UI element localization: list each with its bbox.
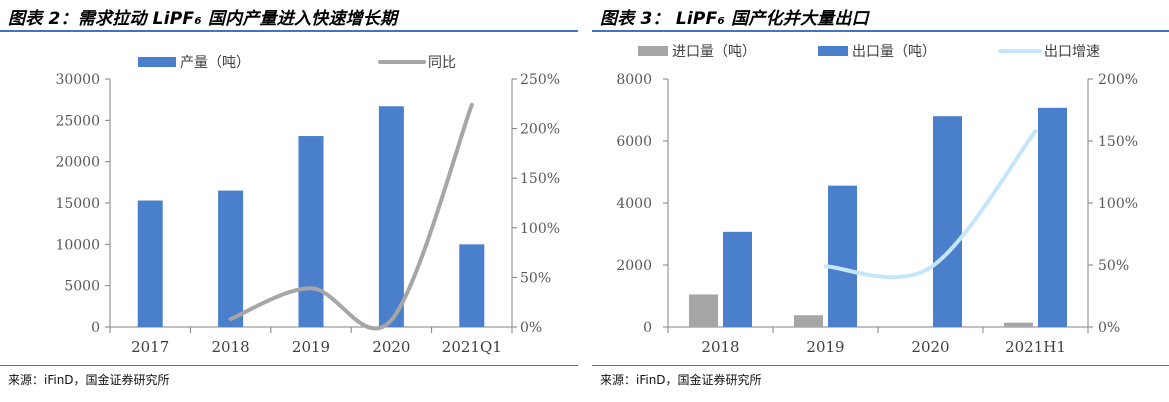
figure-2-panel: 图表 2：需求拉动 LiPF₆ 国内产量进入快速增长期 0 5000 10000 15… <box>0 0 578 402</box>
bar <box>298 136 324 327</box>
legend-label: 产量（吨） <box>180 55 250 71</box>
x-tick-label: 2017 <box>131 338 169 356</box>
y-left-tick-label: 8000 <box>616 72 652 88</box>
y-right-tick-label: 50% <box>1098 258 1129 274</box>
y-left-tick-label: 20000 <box>55 155 100 171</box>
y-left-tick-label: 10000 <box>55 237 100 253</box>
bar <box>828 185 857 327</box>
y-left-tick-label: 30000 <box>55 72 100 88</box>
bar <box>689 294 718 327</box>
y-right-tick-label: 0% <box>520 320 542 336</box>
x-tick-label: 2021H1 <box>1005 338 1066 356</box>
y-left-tick-label: 0 <box>91 320 100 336</box>
figure-2-title: 图表 2：需求拉动 LiPF₆ 国内产量进入快速增长期 <box>8 9 398 29</box>
y-right-tick-label: 150% <box>1098 134 1138 150</box>
y-right-tick-label: 200% <box>520 122 560 138</box>
y-left-tick-label: 0 <box>643 320 652 336</box>
figure-3-source: 来源：iFinD，国金证券研究所 <box>600 373 762 387</box>
series-line <box>228 102 474 331</box>
bar <box>218 190 244 327</box>
figure-3-panel: 图表 3： LiPF₆ 国产化并大量出口 0 2000 4000 6000 8000 0%… <box>592 0 1169 402</box>
figure-2-source: 来源：iFinD，国金证券研究所 <box>8 373 170 387</box>
figure-3-title: 图表 3： LiPF₆ 国产化并大量出口 <box>600 9 869 29</box>
x-tick-label: 2020 <box>372 338 410 356</box>
figure-2-source-rule <box>0 365 578 366</box>
y-right-tick-label: 250% <box>520 72 560 88</box>
legend-label: 出口增速 <box>1044 44 1100 60</box>
y-left-tick-label: 15000 <box>55 196 100 212</box>
figure-2-chart: 0 5000 10000 15000 20000 25000 30000 0% 50% 100% 1… <box>55 55 560 356</box>
y-left-tick-label: 2000 <box>616 258 652 274</box>
legend-swatch <box>138 57 176 67</box>
bar <box>1038 107 1067 327</box>
figure-2-title-rule <box>0 30 578 32</box>
bar <box>1004 322 1033 327</box>
y-right-tick-label: 150% <box>520 171 560 187</box>
figure-3-chart: 0 2000 4000 6000 8000 0% 50% 100% 150% 200% 2018 20… <box>616 44 1138 356</box>
y-right-tick-label: 100% <box>520 221 560 237</box>
legend-swatch <box>638 46 668 56</box>
x-tick-label: 2019 <box>806 338 844 356</box>
series-line <box>823 129 1038 280</box>
legend-swatch <box>818 46 848 56</box>
y-left-tick-label: 5000 <box>64 279 100 295</box>
x-tick-label: 2021Q1 <box>442 338 502 356</box>
y-left-tick-label: 25000 <box>55 113 100 129</box>
figure-3-source-rule <box>592 365 1169 366</box>
bar <box>459 244 485 327</box>
x-tick-label: 2018 <box>701 338 739 356</box>
bar <box>933 116 962 327</box>
y-right-tick-label: 0% <box>1098 320 1120 336</box>
legend-label: 进口量（吨） <box>672 44 756 60</box>
x-tick-label: 2020 <box>911 338 949 356</box>
y-left-tick-label: 6000 <box>616 134 652 150</box>
legend-label: 同比 <box>428 55 456 71</box>
x-tick-label: 2018 <box>212 338 250 356</box>
bar <box>137 200 163 327</box>
figure-3-title-rule <box>592 30 1169 32</box>
y-right-tick-label: 200% <box>1098 72 1138 88</box>
bar <box>378 106 404 327</box>
x-tick-label: 2019 <box>292 338 330 356</box>
y-right-tick-label: 50% <box>520 270 551 286</box>
y-right-tick-label: 100% <box>1098 196 1138 212</box>
bar <box>794 315 823 327</box>
y-left-tick-label: 4000 <box>616 196 652 212</box>
bar <box>723 231 752 327</box>
legend-label: 出口量（吨） <box>852 44 936 60</box>
